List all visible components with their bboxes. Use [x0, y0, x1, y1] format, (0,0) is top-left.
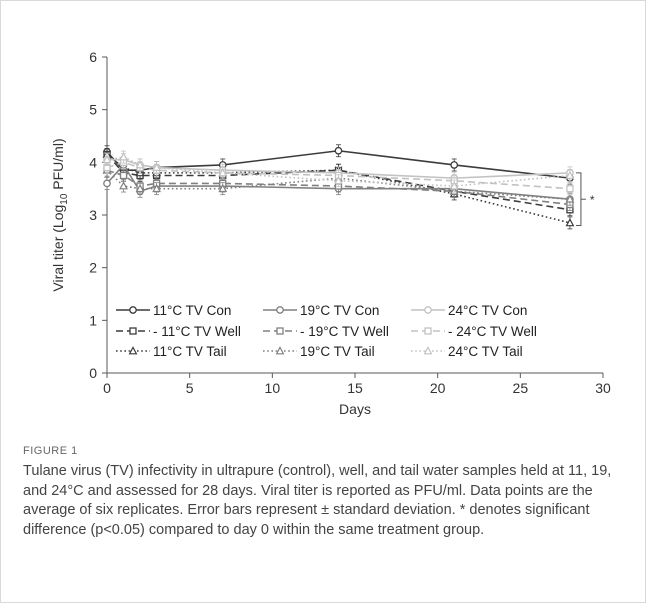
data-point: [334, 175, 343, 185]
data-point: [102, 154, 112, 164]
data-point: [334, 146, 343, 155]
data-point: [449, 181, 459, 190]
x-tick-label: 0: [103, 380, 111, 396]
data-point: [135, 183, 145, 193]
legend-swatch-marker: [276, 306, 284, 314]
legend-swatch-marker: [275, 346, 285, 355]
data-point: [135, 160, 145, 169]
data-point: [218, 183, 228, 193]
y-tick-label: 5: [89, 102, 97, 118]
y-tick-label: 1: [89, 312, 97, 328]
data-point: [119, 152, 128, 161]
data-point: [565, 194, 575, 203]
x-axis-label: Days: [339, 401, 371, 417]
legend-label: 24°C TV Con: [448, 303, 527, 318]
legend-label: - 11°C TV Well: [153, 324, 241, 339]
y-tick-label: 6: [89, 49, 97, 65]
series-line-5: [106, 169, 571, 206]
x-tick-label: 5: [186, 380, 194, 396]
legend-swatch-marker: [129, 306, 137, 314]
legend-label: - 24°C TV Well: [448, 324, 537, 339]
data-point: [565, 170, 575, 179]
x-tick-label: 30: [595, 380, 611, 396]
data-point: [119, 181, 128, 190]
x-tick-label: 15: [347, 380, 363, 396]
legend-swatch-marker: [276, 327, 284, 335]
series-line-9: [106, 156, 571, 187]
x-tick-label: 20: [430, 380, 446, 396]
y-axis-label-part: Viral titer (Log: [50, 205, 66, 292]
legend-label: 19°C TV Con: [300, 303, 379, 318]
y-axis-label-part: PFU/ml): [50, 138, 66, 193]
y-axis-label: Viral titer (Log10 PFU/ml): [50, 138, 70, 291]
data-point: [152, 183, 161, 193]
legend-label: 11°C TV Tail: [153, 344, 227, 359]
legend-label: 19°C TV Tail: [300, 344, 375, 359]
series-line-4: [106, 163, 571, 200]
data-point: [119, 171, 128, 180]
legend-swatch-marker: [424, 306, 432, 314]
data-point: [152, 162, 161, 171]
significance-asterisk: *: [590, 193, 595, 207]
x-tick-label: 25: [513, 380, 529, 396]
y-tick-label: 0: [89, 365, 97, 381]
legend-label: - 19°C TV Well: [300, 324, 389, 339]
y-axis-label-subscript: 10: [59, 193, 70, 205]
legend-swatch-marker: [424, 327, 432, 335]
y-tick-label: 3: [89, 207, 97, 223]
y-tick-label: 2: [89, 260, 97, 276]
data-point: [565, 218, 575, 227]
legend-label: 11°C TV Con: [153, 303, 231, 318]
data-point: [566, 185, 574, 193]
figure-caption: Tulane virus (TV) infectivity in ultrapu…: [23, 463, 612, 538]
significance-bracket: [575, 172, 582, 227]
data-point: [218, 167, 228, 177]
legend-swatch-marker: [129, 327, 137, 335]
legend-label: 24°C TV Tail: [448, 344, 523, 359]
data-point: [103, 179, 111, 188]
legend-swatch-marker: [128, 346, 138, 355]
data-point: [450, 161, 459, 169]
figure-label: FIGURE 1: [23, 445, 78, 457]
y-tick-label: 4: [89, 154, 97, 170]
x-tick-label: 10: [265, 380, 281, 396]
legend-swatch-marker: [423, 346, 433, 355]
